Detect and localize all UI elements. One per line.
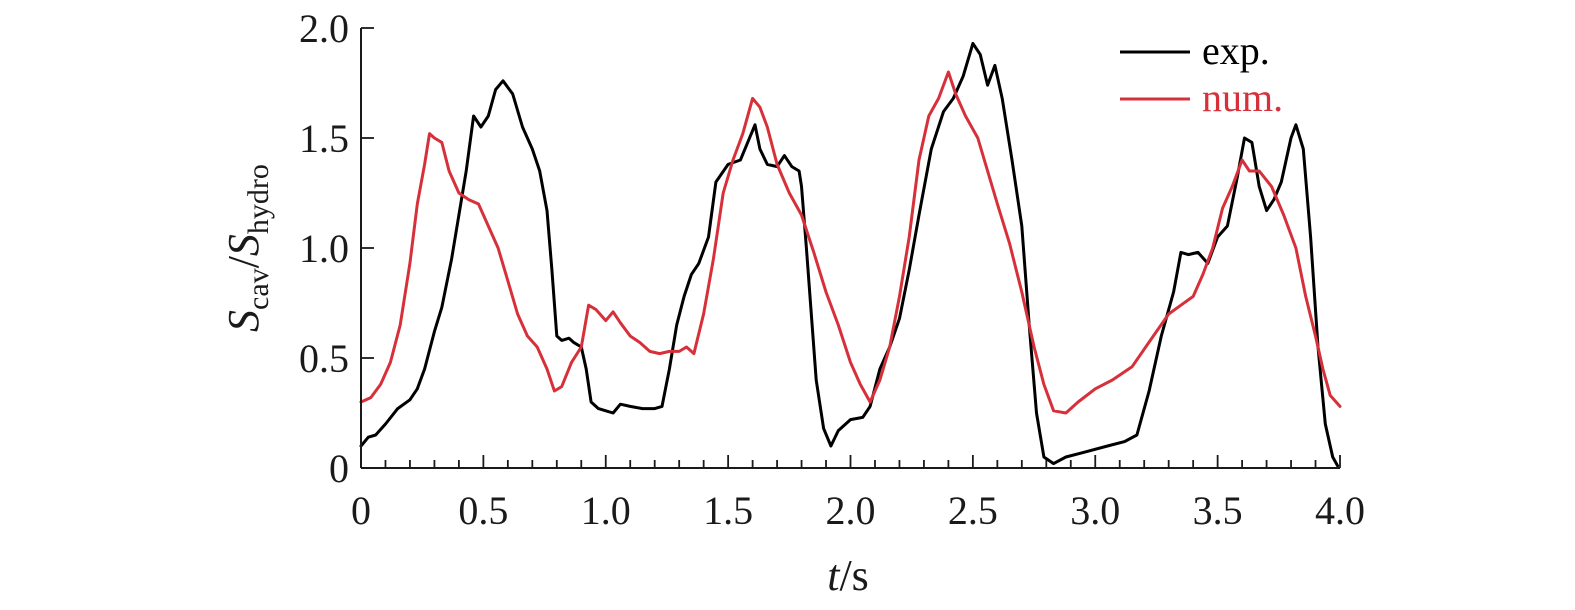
y-axis-title-main2: S	[219, 234, 268, 256]
y-axis-title-sub1: cav	[242, 268, 275, 310]
x-tick-label: 2.0	[826, 488, 876, 533]
y-tick-label: 0.5	[299, 336, 349, 381]
y-tick-labels: 0 0.5 1.0 1.5 2.0	[299, 6, 349, 491]
ticks-layer	[360, 27, 1341, 469]
x-tick-label: 3.0	[1070, 488, 1120, 533]
x-tick-label: 1.5	[703, 488, 753, 533]
x-axis-title: t/s	[827, 551, 869, 600]
x-tick-label: 2.5	[948, 488, 998, 533]
y-tick-label: 0	[329, 446, 349, 491]
legend-label-num: num.	[1202, 75, 1283, 120]
x-tick-label: 3.5	[1193, 488, 1243, 533]
series-layer	[359, 41, 1342, 468]
y-axis-title-sep: /	[219, 255, 268, 268]
y-axis-title-main1: S	[219, 310, 268, 332]
x-axis-title-unit: /s	[839, 551, 868, 600]
x-tick-label: 0.5	[458, 488, 508, 533]
x-axis-title-italic: t	[827, 551, 841, 600]
x-tick-label: 1.0	[581, 488, 631, 533]
series-line-exp	[359, 41, 1340, 468]
legend-label-exp: exp.	[1202, 28, 1270, 73]
series-line-num	[359, 70, 1342, 415]
x-tick-labels: 0 0.5 1.0 1.5 2.0 2.5 3.0 3.5 4.0	[351, 488, 1365, 533]
y-axis-title: Scav/Shydro	[219, 164, 275, 332]
legend: exp. num.	[1120, 28, 1283, 120]
y-tick-label: 2.0	[299, 6, 349, 51]
y-tick-label: 1.5	[299, 116, 349, 161]
x-tick-label: 0	[351, 488, 371, 533]
y-axis-title-sub2: hydro	[242, 164, 275, 234]
x-tick-label: 4.0	[1315, 488, 1365, 533]
y-tick-label: 1.0	[299, 226, 349, 271]
